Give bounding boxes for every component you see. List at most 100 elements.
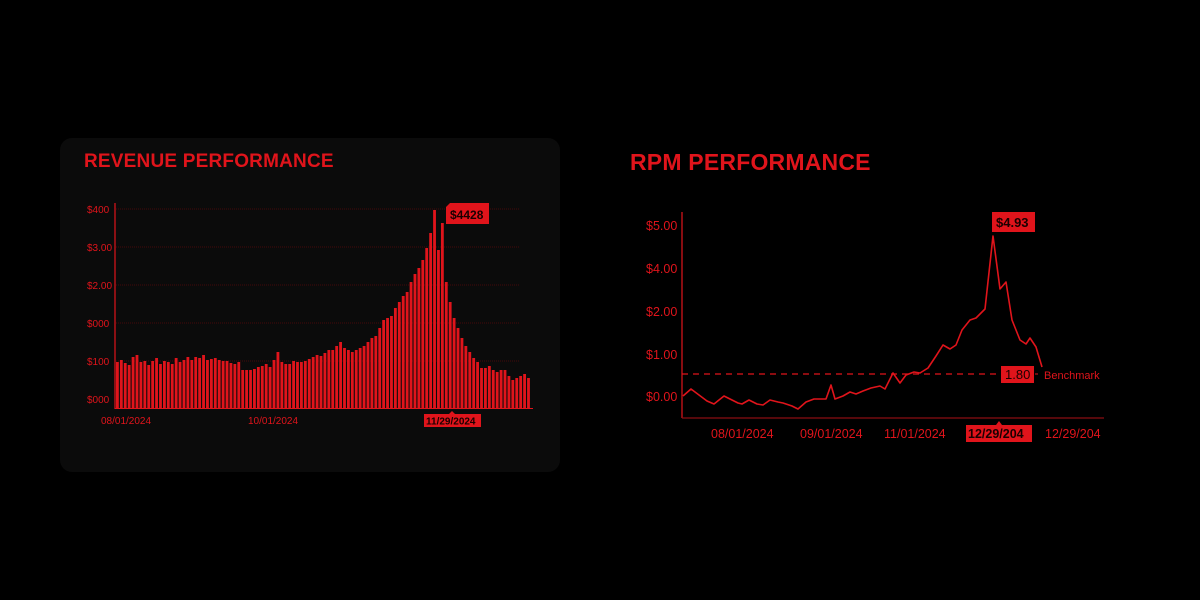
revenue-bar xyxy=(139,362,143,408)
revenue-bar xyxy=(491,370,495,408)
revenue-bar xyxy=(272,360,276,408)
revenue-y-tick-1: $3.00 xyxy=(87,243,112,254)
rpm-x-tick-4: 12/29/204 xyxy=(1045,427,1101,441)
revenue-bar xyxy=(358,348,362,408)
revenue-bar xyxy=(182,360,186,408)
revenue-bar xyxy=(499,370,503,408)
revenue-bar xyxy=(382,320,386,408)
revenue-bar xyxy=(519,376,523,408)
revenue-bar xyxy=(237,362,241,408)
revenue-bar xyxy=(417,268,421,408)
revenue-bar xyxy=(213,358,217,408)
revenue-bar xyxy=(159,364,162,408)
revenue-bar xyxy=(280,362,284,408)
rpm-y-tick-0: $5.00 xyxy=(646,219,677,233)
revenue-bar xyxy=(425,248,429,408)
rpm-x-tick-1: 09/01/2024 xyxy=(800,427,863,441)
revenue-bar xyxy=(300,362,303,408)
revenue-bar xyxy=(315,355,319,408)
revenue-y-tick-4: $100 xyxy=(87,357,110,368)
svg-text:1.80: 1.80 xyxy=(1005,367,1030,382)
revenue-bar xyxy=(135,355,139,408)
revenue-bar xyxy=(170,364,174,408)
revenue-bar xyxy=(264,364,268,408)
rpm-x-tick-2: 11/01/2024 xyxy=(884,427,946,441)
revenue-bar xyxy=(276,352,280,408)
rpm-y-tick-1: $4.00 xyxy=(646,262,677,276)
revenue-bar xyxy=(523,374,526,408)
revenue-bar xyxy=(198,358,202,408)
revenue-bar xyxy=(233,364,237,408)
revenue-bar xyxy=(440,223,444,408)
revenue-bar xyxy=(174,358,178,408)
revenue-bar xyxy=(484,368,487,408)
revenue-bar xyxy=(288,364,292,408)
revenue-bar xyxy=(143,361,147,408)
revenue-bar xyxy=(268,367,272,408)
revenue-bar xyxy=(178,362,182,408)
svg-text:$4.93: $4.93 xyxy=(996,215,1029,230)
revenue-bar xyxy=(147,365,151,408)
revenue-bar xyxy=(386,318,389,408)
revenue-bar xyxy=(515,378,519,408)
rpm-y-tick-2: $2.00 xyxy=(646,305,677,319)
revenue-bar xyxy=(221,361,225,408)
revenue-bar xyxy=(166,362,170,408)
revenue-bar xyxy=(448,302,452,408)
revenue-bar xyxy=(245,370,249,408)
revenue-bar xyxy=(151,361,155,408)
revenue-bar xyxy=(303,361,307,408)
revenue-bar xyxy=(409,282,413,408)
rpm-line xyxy=(682,235,1043,410)
revenue-bar xyxy=(527,378,530,408)
revenue-bar xyxy=(429,233,433,408)
revenue-bar xyxy=(366,342,370,408)
revenue-bar xyxy=(319,356,323,408)
revenue-bar xyxy=(127,365,131,408)
revenue-bar xyxy=(456,328,460,408)
revenue-bar xyxy=(323,353,327,408)
revenue-bar xyxy=(311,357,315,408)
revenue-bar xyxy=(354,350,358,408)
revenue-bar xyxy=(335,346,339,408)
revenue-date-highlight: 11/29/2024 xyxy=(424,411,481,428)
revenue-bar xyxy=(206,360,209,408)
revenue-bar xyxy=(343,348,346,408)
revenue-bar xyxy=(480,368,483,408)
revenue-bar xyxy=(378,328,382,408)
rpm-x-tick-0: 08/01/2024 xyxy=(711,427,774,441)
rpm-date-highlight: 12/29/204 xyxy=(966,421,1032,442)
revenue-bar xyxy=(487,366,491,408)
svg-text:12/29/204: 12/29/204 xyxy=(968,427,1024,441)
revenue-bar xyxy=(397,302,401,408)
revenue-bar xyxy=(421,260,425,408)
revenue-bar xyxy=(327,350,331,408)
revenue-bar xyxy=(472,358,476,408)
revenue-x-tick-1: 10/01/2024 xyxy=(248,416,298,427)
revenue-bar xyxy=(433,210,436,408)
revenue-bar xyxy=(444,282,448,408)
revenue-bar xyxy=(362,346,366,408)
revenue-bar xyxy=(393,308,397,408)
revenue-bar xyxy=(229,363,233,408)
revenue-bar xyxy=(284,364,288,408)
revenue-bar xyxy=(123,363,127,408)
rpm-peak-badge: $4.93 xyxy=(992,212,1035,232)
revenue-bar xyxy=(249,370,252,408)
revenue-bar xyxy=(296,362,299,408)
revenue-bar xyxy=(225,361,229,408)
revenue-bar xyxy=(217,360,221,408)
revenue-bar xyxy=(350,352,354,408)
revenue-bar xyxy=(464,346,468,408)
revenue-bar xyxy=(476,362,480,408)
rpm-y-tick-4: $0.00 xyxy=(646,390,677,404)
revenue-bar xyxy=(460,338,464,408)
revenue-bar xyxy=(131,357,135,408)
revenue-bar xyxy=(370,338,374,408)
svg-text:11/29/2024: 11/29/2024 xyxy=(426,417,476,428)
revenue-y-tick-2: $2.00 xyxy=(87,281,112,292)
revenue-bar xyxy=(507,376,511,408)
revenue-y-tick-3: $000 xyxy=(87,319,110,330)
